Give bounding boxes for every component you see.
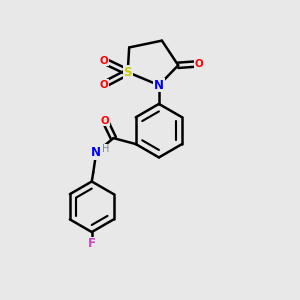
Text: O: O (100, 56, 108, 66)
Text: O: O (195, 59, 203, 69)
Text: H: H (102, 144, 110, 154)
Text: N: N (154, 79, 164, 92)
Text: O: O (100, 80, 108, 90)
Text: N: N (91, 146, 101, 159)
Text: O: O (101, 116, 110, 126)
Text: S: S (124, 66, 132, 79)
Text: F: F (88, 237, 96, 250)
